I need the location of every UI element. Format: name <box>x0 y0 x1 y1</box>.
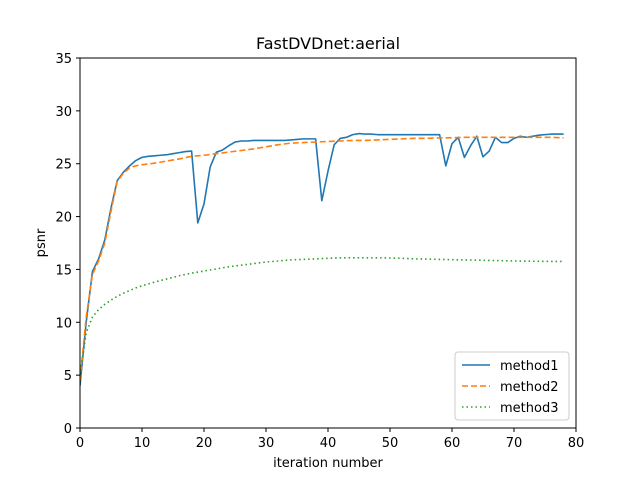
legend-label-method2: method2 <box>500 380 558 395</box>
legend: method1 method2 method3 <box>454 351 570 421</box>
x-axis-label: iteration number <box>273 456 383 471</box>
y-tick-label: 20 <box>55 211 72 226</box>
x-tick-label: 50 <box>382 436 399 451</box>
y-tick-label: 10 <box>55 316 72 331</box>
y-tick-label: 25 <box>55 158 72 173</box>
series-line-method3 <box>80 256 564 376</box>
y-tick-label: 15 <box>55 263 72 278</box>
y-axis: 0 5 10 15 20 25 30 35 <box>55 52 80 437</box>
x-tick-label: 10 <box>134 436 151 451</box>
legend-label-method1: method1 <box>500 359 558 374</box>
legend-frame <box>454 351 570 421</box>
y-tick-label: 30 <box>55 105 72 120</box>
series-group <box>80 132 564 386</box>
y-tick-label: 5 <box>64 369 72 384</box>
x-tick-label: 60 <box>444 436 461 451</box>
x-tick-label: 0 <box>76 436 84 451</box>
x-tick-label: 70 <box>506 436 523 451</box>
x-axis: 0 10 20 30 40 50 60 70 80 <box>76 428 584 451</box>
y-tick-label: 35 <box>55 52 72 67</box>
x-tick-label: 40 <box>320 436 337 451</box>
x-tick-label: 80 <box>568 436 585 451</box>
x-tick-label: 20 <box>196 436 213 451</box>
x-tick-label: 30 <box>258 436 275 451</box>
y-axis-label: psnr <box>34 228 49 257</box>
chart-title: FastDVDnet:aerial <box>256 34 400 53</box>
series-line-method2 <box>80 136 564 381</box>
series-line-method1 <box>80 132 564 386</box>
legend-label-method3: method3 <box>500 401 558 416</box>
y-tick-label: 0 <box>64 422 72 437</box>
